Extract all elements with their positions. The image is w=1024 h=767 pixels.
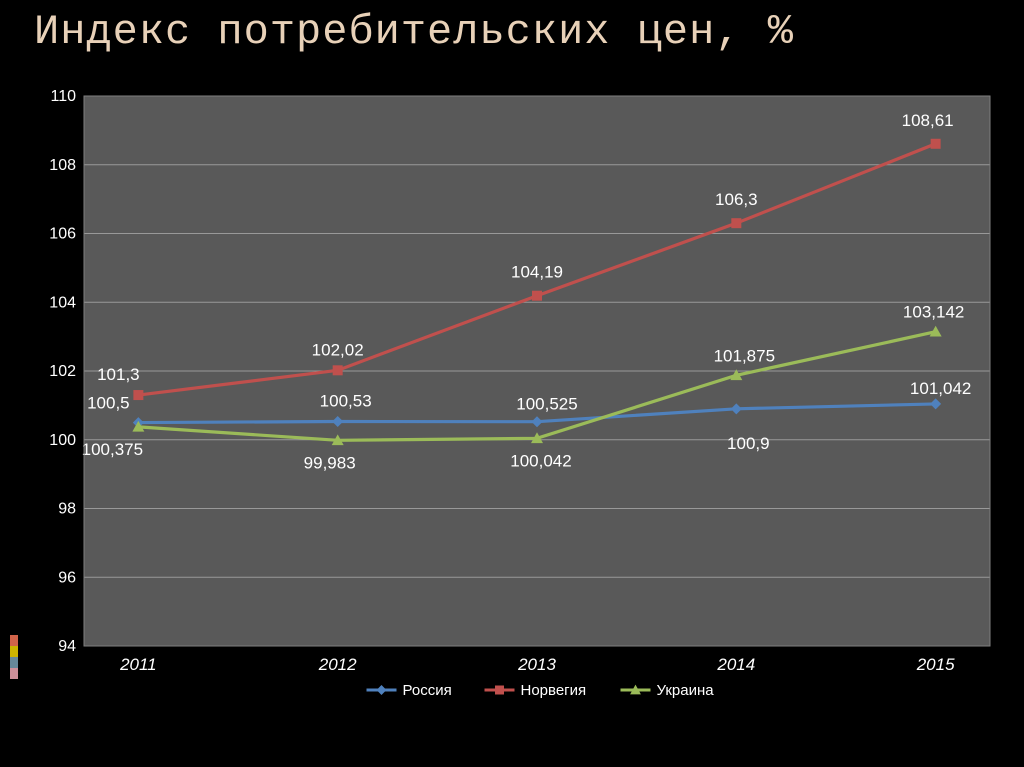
data-label: 103,142 — [903, 303, 964, 322]
y-tick-label: 98 — [58, 501, 76, 518]
y-tick-label: 94 — [58, 638, 76, 655]
y-tick-label: 104 — [49, 294, 76, 311]
data-label: 101,3 — [97, 365, 140, 384]
x-tick-label: 2011 — [119, 655, 157, 674]
x-tick-label: 2013 — [517, 655, 556, 674]
legend-item-label: Норвегия — [521, 682, 587, 699]
x-tick-label: 2015 — [916, 655, 955, 674]
data-label: 100,5 — [87, 394, 130, 413]
accent-stripe — [10, 635, 18, 679]
legend-item-label: Россия — [403, 682, 452, 699]
cpi-line-chart: 94 96 98 100 102 104 106 108 110 2011 2012 2013 2014… — [40, 88, 1000, 708]
data-label: 100,042 — [510, 451, 571, 470]
data-label: 102,02 — [312, 340, 364, 359]
data-label: 101,875 — [714, 346, 775, 365]
y-tick-label: 110 — [50, 88, 76, 105]
data-label: 100,525 — [516, 395, 577, 414]
data-label: 99,983 — [304, 453, 356, 472]
data-label: 100,375 — [82, 440, 143, 459]
legend-item-label: Украина — [657, 682, 715, 699]
slide-title: Индекс потребительских цен, % — [34, 8, 794, 56]
y-tick-label: 106 — [49, 226, 76, 243]
x-tick-label: 2014 — [716, 655, 755, 674]
data-label: 101,042 — [910, 379, 971, 398]
data-label: 100,53 — [320, 392, 372, 411]
y-tick-label: 96 — [58, 569, 76, 586]
y-tick-label: 100 — [49, 432, 76, 449]
data-label: 100,9 — [727, 434, 770, 453]
data-label: 106,3 — [715, 190, 758, 209]
y-tick-label: 102 — [49, 363, 76, 380]
data-label: 104,19 — [511, 263, 563, 282]
x-tick-label: 2012 — [318, 655, 357, 674]
y-tick-label: 108 — [49, 157, 76, 174]
data-label: 108,61 — [902, 111, 954, 130]
